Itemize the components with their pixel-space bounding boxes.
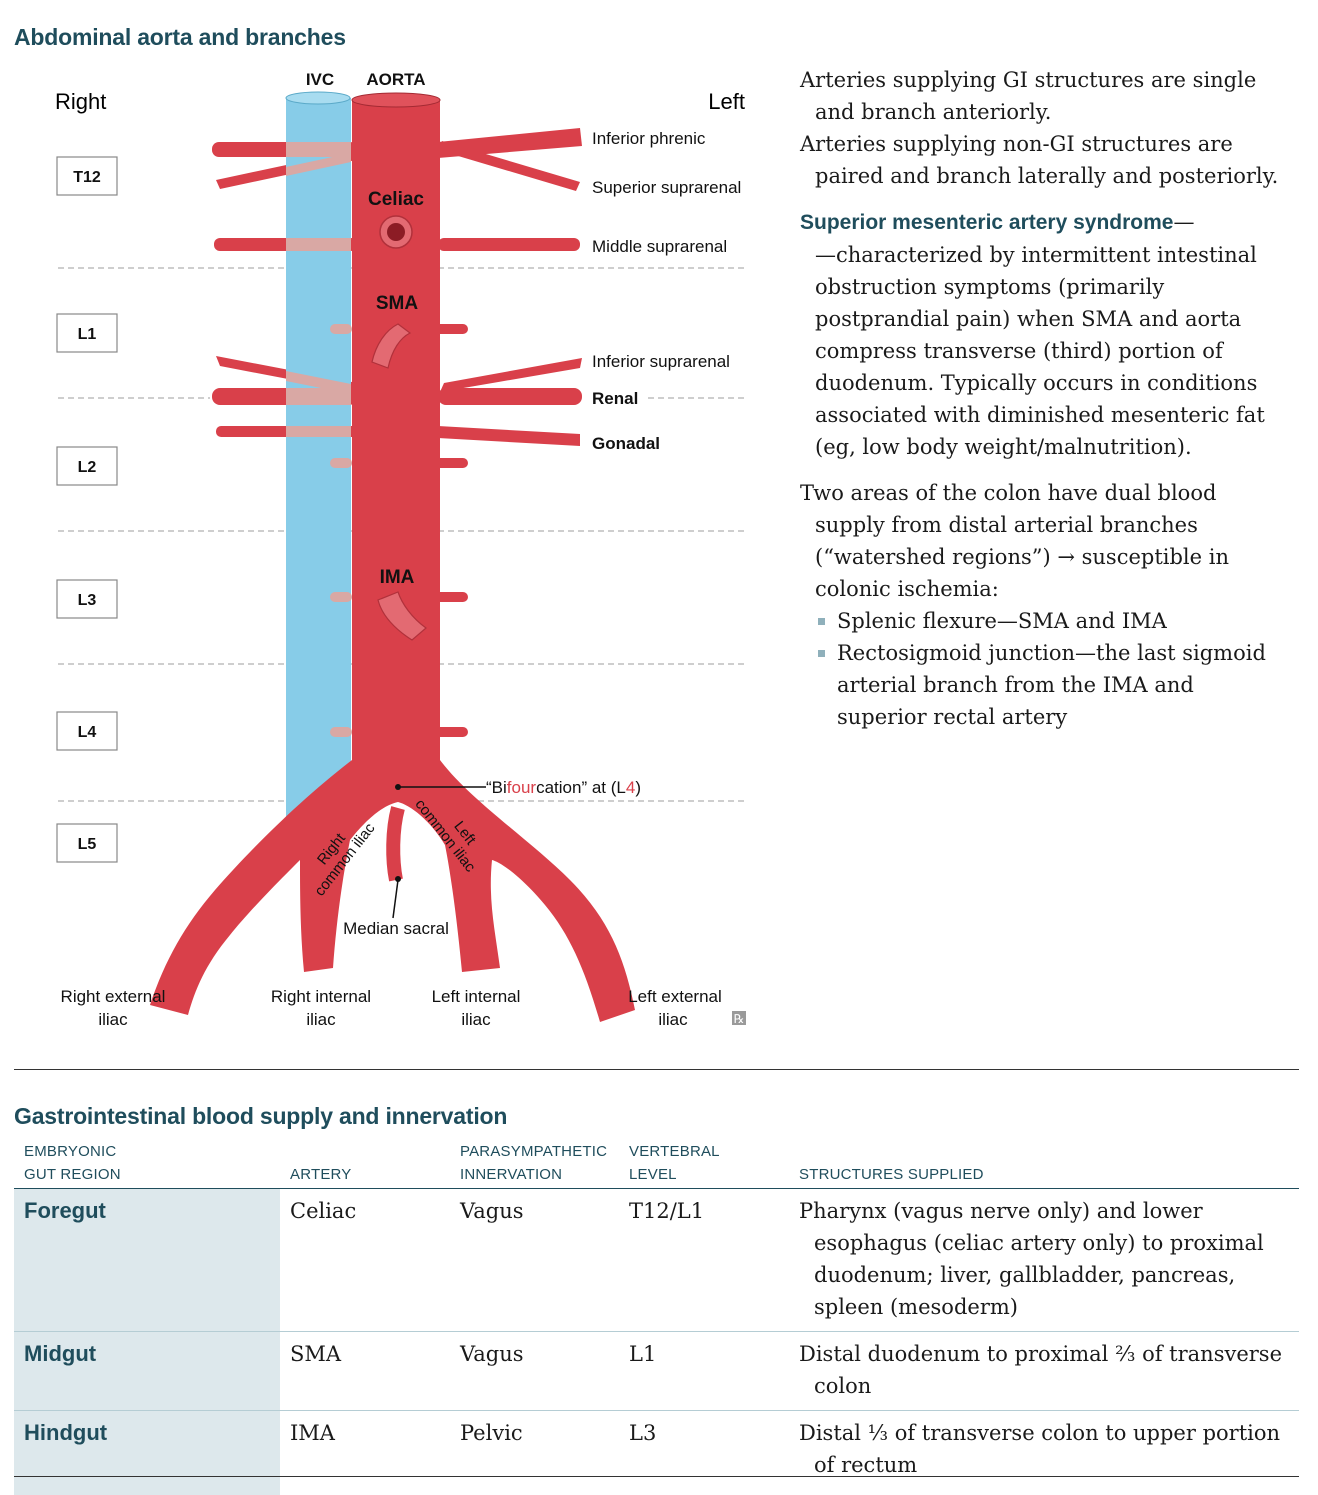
ima-label: IMA (380, 567, 415, 588)
cell-structures: Pharynx (vagus nerve only) and lower eso… (789, 1189, 1299, 1332)
cell-region: Foregut (14, 1189, 280, 1332)
section-title-gi-supply: Gastrointestinal blood supply and innerv… (14, 1103, 507, 1130)
header-region: Embryonicgut region (14, 1136, 280, 1189)
ivc-label: IVC (306, 70, 334, 89)
divider (14, 1069, 1299, 1070)
label-left-internal-iliac: Left internal (432, 987, 521, 1006)
median-sacral-dot (395, 876, 401, 882)
vertebra-label-l3: L3 (78, 592, 97, 609)
vertebra-label-l1: L1 (78, 326, 97, 343)
cell-artery: Celiac (280, 1189, 450, 1332)
cell-region: Midgut (14, 1332, 280, 1411)
sma-label: SMA (376, 293, 419, 314)
rx-icon-glyph: ℞ (734, 1012, 745, 1026)
left-side-branches (432, 128, 582, 737)
side-label-left: Left (708, 89, 745, 114)
note-sma-syndrome: Superior mesenteric artery syndrome— —cha… (800, 206, 1290, 463)
note-gi-arteries: Arteries supplying GI structures are sin… (800, 64, 1290, 128)
label-right-external-iliac: Right external (61, 987, 166, 1006)
cell-innervation: Vagus (450, 1332, 619, 1411)
list-item: Rectosigmoid junction—the last sigmoid a… (815, 637, 1290, 733)
cell-artery: SMA (280, 1332, 450, 1411)
label-left-external-iliac-2: iliac (658, 1010, 688, 1029)
label-inferior-phrenic: Inferior phrenic (592, 129, 706, 148)
median-sacral-pointer (393, 880, 398, 918)
table-header-row: Embryonicgut region Artery Parasympathet… (14, 1136, 1299, 1189)
label-left-internal-iliac-2: iliac (461, 1010, 491, 1029)
cell-artery: IMA (280, 1411, 450, 1495)
watershed-list: Splenic flexure—SMA and IMA Rectosigmoid… (800, 605, 1290, 733)
vertebra-label-l2: L2 (78, 459, 97, 476)
cell-innervation: Pelvic (450, 1411, 619, 1495)
cell-level: T12/L1 (619, 1189, 789, 1332)
label-right-internal-iliac-2: iliac (306, 1010, 336, 1029)
header-artery: Artery (280, 1136, 450, 1189)
cell-structures: Distal duodenum to proximal ²⁄₃ of trans… (789, 1332, 1299, 1411)
cell-structures: Distal ¹⁄₃ of transverse colon to upper … (789, 1411, 1299, 1495)
label-median-sacral: Median sacral (343, 919, 449, 938)
gi-supply-table: Embryonicgut region Artery Parasympathet… (14, 1136, 1299, 1495)
celiac-label: Celiac (368, 189, 424, 210)
vertebra-label-l4: L4 (78, 724, 97, 741)
list-item: Splenic flexure—SMA and IMA (815, 605, 1290, 637)
bifurcation-dot (395, 784, 401, 790)
table-row: Foregut Celiac Vagus T12/L1 Pharynx (vag… (14, 1189, 1299, 1332)
label-right-external-iliac-2: iliac (98, 1010, 128, 1029)
table-row: Hindgut IMA Pelvic L3 Distal ¹⁄₃ of tran… (14, 1411, 1299, 1495)
section-title-aorta: Abdominal aorta and branches (14, 24, 346, 51)
vertebra-label-l5: L5 (78, 836, 97, 853)
cell-region: Hindgut (14, 1411, 280, 1495)
sma-syndrome-term: Superior mesenteric artery syndrome (800, 211, 1174, 234)
vertebra-label-t12: T12 (73, 169, 101, 186)
ivc-vessel (286, 92, 352, 838)
sma-syndrome-dash: — (1174, 210, 1195, 234)
header-level: Vertebrallevel (619, 1136, 789, 1189)
side-label-right: Right (55, 89, 106, 114)
label-right-internal-iliac: Right internal (271, 987, 371, 1006)
note-watershed: Two areas of the colon have dual blood s… (800, 477, 1290, 605)
cell-level: L3 (619, 1411, 789, 1495)
label-superior-suprarenal: Superior suprarenal (592, 178, 741, 197)
aorta-diagram: T12 L1 L2 L3 L4 L5 IVC AORTA Right Left (0, 55, 760, 1040)
cell-level: L1 (619, 1332, 789, 1411)
label-inferior-suprarenal: Inferior suprarenal (592, 352, 730, 371)
table-row: Midgut SMA Vagus L1 Distal duodenum to p… (14, 1332, 1299, 1411)
vertebra-boxes (57, 157, 117, 862)
note-non-gi-arteries: Arteries supplying non-GI structures are… (800, 128, 1290, 192)
sma-syndrome-text: —characterized by intermittent intestina… (815, 243, 1265, 459)
header-innervation: Parasympatheticinnervation (450, 1136, 619, 1189)
label-renal: Renal (592, 389, 638, 408)
notes-panel: Arteries supplying GI structures are sin… (800, 64, 1290, 733)
aorta-vessel (150, 93, 635, 1022)
label-middle-suprarenal: Middle suprarenal (592, 237, 727, 256)
aorta-label: AORTA (366, 70, 425, 89)
divider (14, 1476, 1299, 1477)
bifurcation-label: “Bifourcation” at (L4) (486, 778, 641, 797)
label-gonadal: Gonadal (592, 434, 660, 453)
header-structures: Structures supplied (789, 1136, 1299, 1189)
cell-innervation: Vagus (450, 1189, 619, 1332)
label-left-external-iliac: Left external (628, 987, 722, 1006)
